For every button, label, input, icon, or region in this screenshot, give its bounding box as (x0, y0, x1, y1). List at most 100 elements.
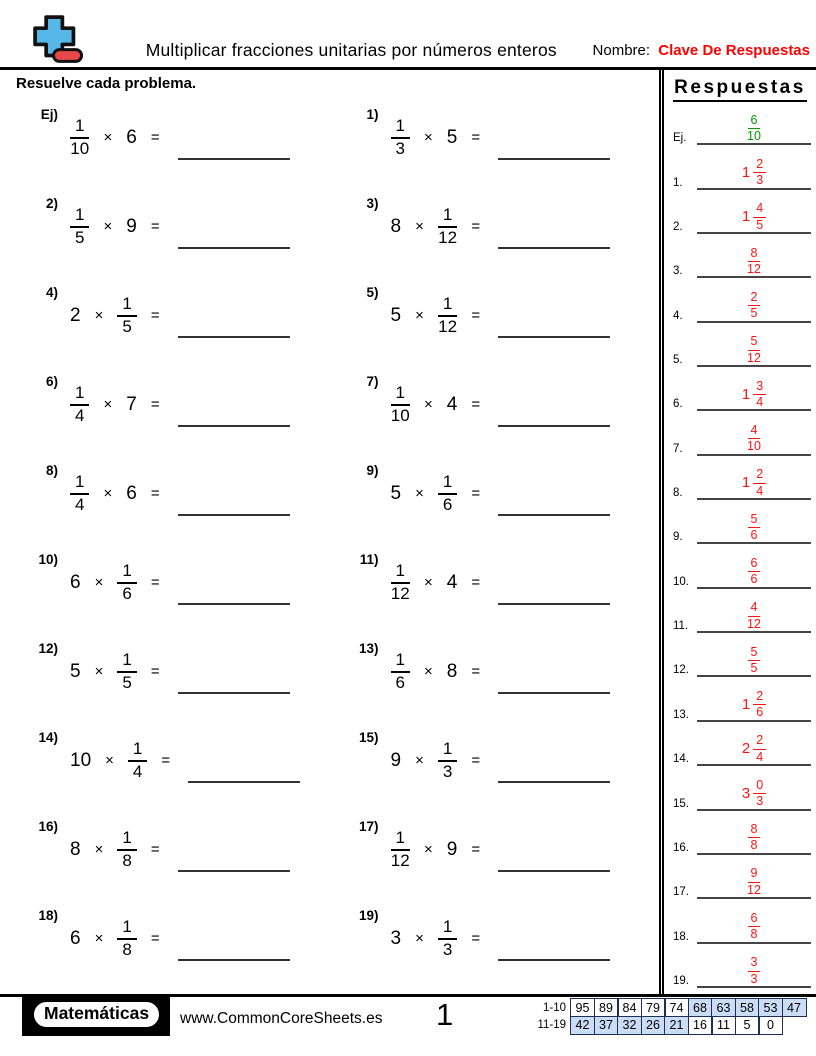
problem-number: 17) (358, 819, 379, 834)
answer-15: 15. 3 0 3 (664, 769, 816, 813)
fraction-denominator: 8 (750, 927, 758, 942)
fraction-denominator: 5 (75, 227, 85, 247)
whole-number: 7 (126, 393, 137, 415)
equals-sign: = (471, 396, 481, 413)
answer-19: 19. 3 3 (664, 947, 816, 991)
answer-8: 8. 1 2 4 (664, 459, 816, 503)
answer-blank-line (498, 246, 611, 249)
answers-panel: Respuestas Ej. 6 10 1. 1 2 3 2. 1 4 5 3. 8 12 4. 2 5 5. 5 1… (659, 70, 816, 994)
fraction-denominator: 3 (756, 173, 764, 188)
problem-number: Ej) (40, 107, 58, 122)
answer-number: 6. (673, 398, 683, 411)
fraction-numerator: 1 (70, 472, 90, 495)
fraction-denominator: 12 (390, 850, 410, 870)
answers-list: Ej. 6 10 1. 1 2 3 2. 1 4 5 3. 8 12 4. 2 5 5. 5 12 6. 1 3 4 7. 4 10… (664, 104, 816, 991)
answer-number: 2. (673, 221, 683, 234)
multiply-sign: × (415, 307, 424, 324)
answer-blank-line (177, 157, 290, 160)
problem-4: 4) 2 × 1 5 = (26, 271, 333, 360)
fraction-denominator: 5 (750, 306, 758, 321)
fraction-numerator: 1 (390, 650, 410, 673)
mixed-whole-number: 1 (741, 474, 751, 492)
equals-sign: = (150, 129, 160, 146)
score-cell: 74 (664, 998, 689, 1017)
problem-expression: 9 × 1 3 = (391, 739, 611, 783)
answer-line (697, 719, 811, 722)
fraction-numerator: 2 (753, 467, 767, 484)
fraction-numerator: 1 (117, 294, 137, 317)
problem-expression: 1 4 × 7 = (70, 383, 290, 427)
answer-line (697, 808, 811, 811)
answer-17: 17. 9 12 (664, 858, 816, 902)
multiply-sign: × (103, 396, 113, 413)
problem-number: 15) (358, 730, 379, 745)
brand-badge: Matemáticas (22, 994, 171, 1036)
multiply-sign: × (423, 396, 433, 413)
multiply-sign: × (94, 930, 104, 947)
problem-expression: 10 × 1 4 = (70, 739, 301, 783)
answer-number: 17. (673, 886, 689, 899)
fraction: 1 10 (70, 116, 90, 158)
multiply-sign: × (94, 663, 104, 680)
answer-1: 1. 1 2 3 (664, 148, 816, 192)
score-row-1-10: 1-10 95 89 84 79 74 68 63 58 53 47 (524, 998, 807, 1017)
score-cell: 58 (734, 998, 760, 1017)
multiply-sign: × (103, 129, 113, 146)
answer-3: 3. 8 12 (664, 237, 816, 281)
equals-sign: = (150, 574, 160, 591)
fraction-denominator: 4 (756, 395, 764, 410)
problems-grid: Ej) 1 10 × 6 = 1) 1 3 × 5 = 2) 1 5 × 9 = 3) 8 × 1 12 = 4) 2 × 1 5 = 5)… (0, 92, 659, 983)
fraction-denominator: 10 (747, 439, 761, 454)
multiply-sign: × (415, 752, 424, 769)
answer-line (697, 409, 811, 412)
answer-blank-line (177, 691, 290, 694)
answer-14: 14. 2 2 4 (664, 725, 816, 769)
answer-number: 13. (673, 708, 689, 721)
whole-number: 8 (446, 660, 458, 682)
answer-blank-line (177, 513, 290, 516)
fraction-denominator: 10 (747, 128, 761, 143)
name-block: Nombre: Clave De Respuestas (593, 42, 810, 59)
fraction-numerator: 2 (753, 689, 767, 706)
fraction-numerator: 1 (437, 472, 458, 495)
fraction-denominator: 8 (122, 850, 132, 870)
fraction-numerator: 6 (747, 113, 761, 129)
fraction-denominator: 4 (75, 405, 85, 425)
problem-8: 8) 1 4 × 6 = (26, 449, 333, 538)
answer-key-label: Clave De Respuestas (658, 42, 810, 59)
answer-line (697, 897, 811, 900)
fraction-denominator: 8 (750, 838, 758, 853)
answer-number: 11. (673, 620, 689, 633)
fraction-denominator: 6 (442, 494, 453, 514)
answer-number: 5. (673, 354, 683, 367)
problem-number: 14) (38, 730, 58, 745)
fraction-denominator: 5 (756, 217, 764, 232)
problem-10: 10) 6 × 1 6 = (26, 538, 333, 627)
score-cell: 68 (687, 998, 713, 1017)
fraction-denominator: 3 (750, 971, 758, 986)
footer: Matemáticas www.CommonCoreSheets.es 1 1-… (0, 994, 816, 1056)
mixed-whole-number: 1 (741, 163, 751, 181)
mixed-whole-number: 2 (741, 740, 751, 758)
fraction-numerator: 4 (747, 423, 761, 440)
problem-expression: 1 12 × 4 = (390, 561, 611, 605)
multiply-sign: × (423, 574, 433, 591)
whole-number: 4 (446, 393, 458, 415)
multiply-sign: × (94, 574, 104, 591)
problem-13: 13) 1 6 × 8 = (347, 627, 654, 716)
answer-value: 8 12 (697, 246, 811, 277)
multiply-sign: × (94, 841, 104, 858)
